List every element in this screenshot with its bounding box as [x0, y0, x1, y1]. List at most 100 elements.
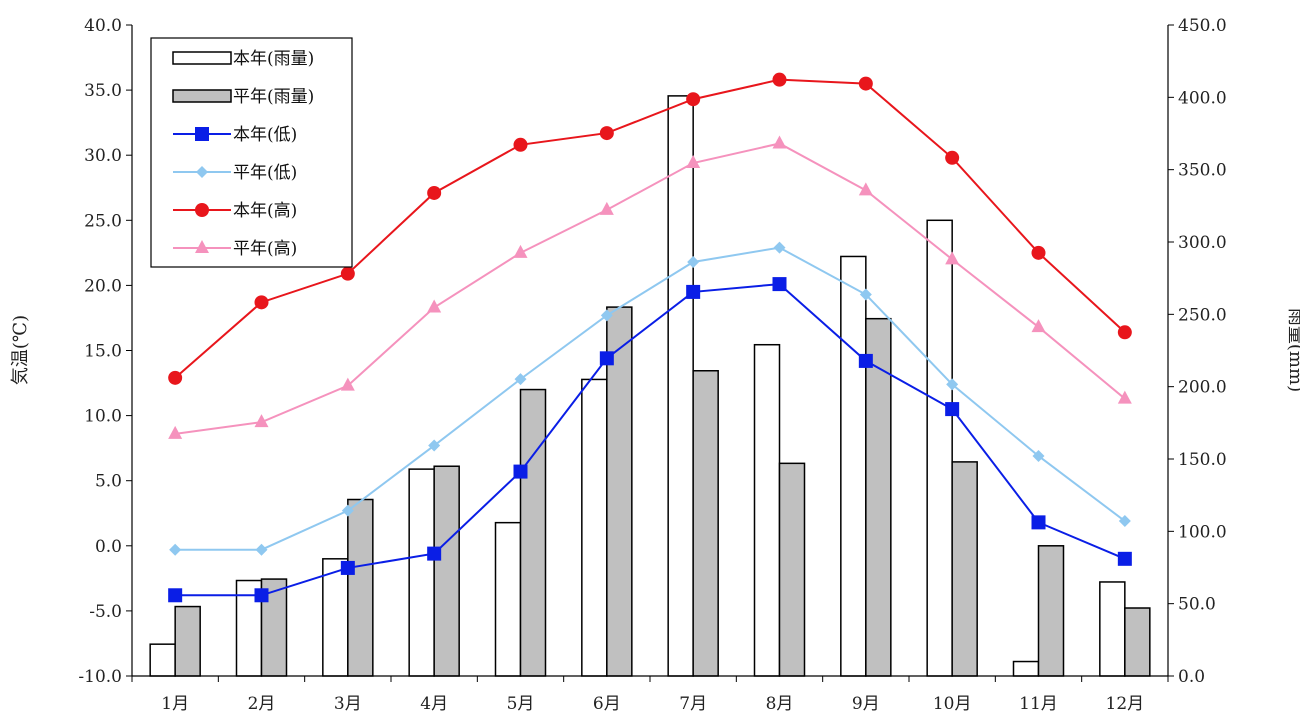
series-line: [175, 142, 1126, 435]
x-tick-label: 3月: [334, 694, 362, 714]
data-point: [1117, 390, 1132, 404]
series-line: [175, 246, 1126, 551]
right-tick-label: 400.0: [1178, 88, 1227, 108]
bar: [778, 462, 806, 677]
series-line: [174, 78, 1126, 379]
x-tick-label: 10月: [933, 694, 972, 714]
data-point: [772, 72, 787, 87]
data-point: [945, 402, 960, 417]
bar: [494, 521, 522, 677]
bar: [1037, 545, 1065, 677]
bar: [174, 605, 201, 677]
right-tick-label: 200.0: [1178, 378, 1227, 398]
data-point: [1117, 325, 1132, 340]
legend-swatch: [172, 51, 232, 65]
bar: [926, 219, 953, 677]
x-tick-label: 2月: [248, 694, 276, 714]
right-tick-label: 350.0: [1178, 161, 1227, 181]
bar: [1099, 581, 1126, 677]
bar: [581, 378, 608, 677]
data-point: [946, 378, 959, 391]
data-point: [254, 295, 269, 310]
data-point: [1032, 449, 1045, 462]
data-point: [168, 370, 183, 385]
bar: [519, 388, 547, 677]
bars-layer: [149, 95, 1151, 677]
data-point: [1118, 515, 1131, 528]
data-point: [168, 425, 183, 439]
left-tick-label: 25.0: [84, 211, 122, 231]
legend-marker: [195, 240, 209, 253]
bar: [606, 306, 633, 677]
data-point: [340, 560, 355, 575]
data-point: [254, 414, 269, 428]
data-point: [255, 543, 268, 556]
bar: [753, 343, 781, 677]
right-tick-label: 100.0: [1178, 522, 1227, 542]
legend-label: 平年(雨量): [233, 87, 314, 107]
data-point: [169, 543, 182, 556]
bar: [347, 498, 374, 677]
data-point: [1117, 551, 1132, 566]
axes-layer: -10.0 -5.0 0.0 5.0 10.0 15.0 20.0 25.0 30.0 35.0 4…: [78, 16, 1226, 714]
bar: [1012, 660, 1040, 677]
data-point: [686, 92, 701, 107]
data-point: [340, 377, 355, 391]
data-point: [427, 546, 442, 561]
data-point: [945, 150, 960, 165]
bar: [951, 461, 978, 677]
lines-layer: [168, 72, 1132, 603]
right-tick-label: 50.0: [1178, 595, 1216, 615]
bar: [667, 95, 694, 677]
bar: [865, 317, 892, 677]
data-point: [513, 244, 528, 258]
data-point: [1031, 319, 1046, 333]
data-point: [772, 135, 787, 149]
x-tick-label: 1月: [161, 694, 189, 714]
data-point: [858, 76, 873, 91]
left-tick-label: -5.0: [89, 602, 122, 622]
data-point: [599, 201, 614, 215]
left-tick-label: 5.0: [95, 472, 122, 492]
legend-label: 本年(雨量): [233, 49, 314, 69]
data-point: [340, 266, 355, 281]
legend-swatch: [172, 89, 232, 103]
data-point: [859, 288, 872, 301]
left-tick-label: 35.0: [84, 81, 122, 101]
bar: [1124, 607, 1151, 677]
x-tick-label: 4月: [420, 694, 448, 714]
left-tick-label: 10.0: [84, 407, 122, 427]
legend-label: 本年(低): [233, 125, 297, 145]
data-point: [772, 277, 787, 292]
x-tick-label: 9月: [852, 694, 880, 714]
data-point: [599, 126, 614, 141]
data-point: [945, 251, 960, 265]
left-tick-label: 0.0: [95, 537, 122, 557]
data-point: [168, 588, 183, 603]
data-point: [1031, 515, 1046, 530]
bar: [322, 558, 349, 677]
legend-marker: [195, 203, 209, 217]
x-tick-label: 8月: [766, 694, 794, 714]
legend-marker: [195, 127, 209, 141]
right-tick-label: 0.0: [1178, 667, 1205, 687]
left-axis-label: 気温(℃): [10, 315, 31, 385]
legend-label: 本年(高): [233, 201, 297, 221]
legend-box: [150, 37, 353, 268]
legend: 本年(雨量) 平年(雨量) 本年(低) 平年(低) 本年(高) 平年(高): [150, 37, 353, 268]
x-tick-label: 11月: [1019, 694, 1058, 714]
data-point: [599, 351, 614, 366]
legend-label: 平年(低): [233, 163, 297, 183]
bar: [433, 465, 460, 677]
bar: [408, 468, 435, 677]
data-point: [600, 309, 613, 322]
x-tick-label: 5月: [507, 694, 535, 714]
data-point: [427, 185, 442, 200]
data-point: [513, 137, 528, 152]
data-point: [686, 155, 701, 169]
left-tick-label: 15.0: [84, 342, 122, 362]
x-tick-label: 12月: [1106, 694, 1145, 714]
x-tick-label: 6月: [593, 694, 621, 714]
data-point: [428, 439, 441, 452]
right-tick-label: 250.0: [1178, 305, 1227, 325]
